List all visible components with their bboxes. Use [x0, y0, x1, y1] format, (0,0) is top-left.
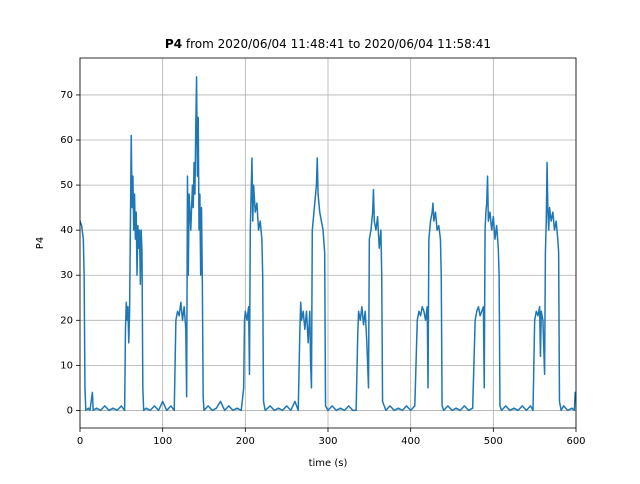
- data-line: [80, 76, 576, 412]
- y-tick-label: 70: [60, 90, 73, 101]
- y-tick-label: 50: [60, 180, 73, 191]
- x-tick-label: 200: [236, 436, 255, 447]
- x-tick-label: 0: [77, 436, 83, 447]
- chart-title: P4 from 2020/06/04 11:48:41 to 2020/06/0…: [165, 37, 491, 51]
- y-tick-label: 30: [60, 270, 73, 281]
- plot-frame: [79, 57, 577, 429]
- title-bold: P4: [165, 37, 182, 51]
- x-tick-label: 600: [566, 436, 585, 447]
- y-tick-label: 20: [60, 315, 73, 326]
- y-tick-label: 0: [67, 405, 73, 416]
- x-tick-label: 100: [153, 436, 172, 447]
- y-tick-label: 40: [60, 225, 73, 236]
- x-tick-label: 500: [484, 436, 503, 447]
- x-axis-label: time (s): [309, 458, 348, 469]
- y-tick-label: 60: [60, 135, 73, 146]
- x-tick-label: 300: [318, 436, 337, 447]
- title-rest: from 2020/06/04 11:48:41 to 2020/06/04 1…: [186, 37, 491, 51]
- x-tick-label: 400: [401, 436, 420, 447]
- y-tick-label: 10: [60, 360, 73, 371]
- y-axis-label: P4: [35, 237, 46, 249]
